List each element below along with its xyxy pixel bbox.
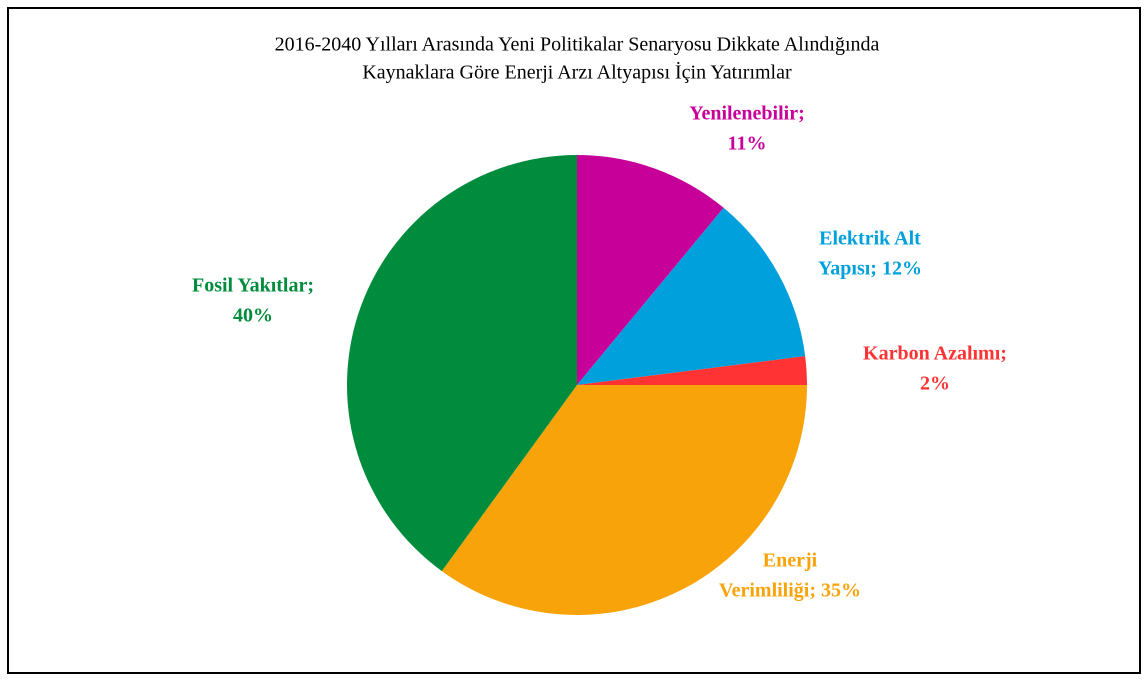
data-label: Elektrik Alt [819,228,921,250]
pie-slice [577,356,807,385]
pie-slice [441,385,807,616]
data-label: Yenilenebilir; [689,103,805,125]
pie-slice [346,154,577,572]
data-label: 11% [728,133,767,155]
pie-slice [577,155,724,385]
data-label: Enerji [763,550,818,572]
data-label: Fosil Yakıtlar; [192,275,314,297]
data-label: Verimliliği; 35% [719,580,861,602]
data-label: 2% [920,373,950,395]
pie-slice [577,207,806,385]
chart-title: Kaynaklara Göre Enerji Arzı Altyapısı İç… [362,61,792,84]
data-label: 40% [233,305,273,327]
chart-title: 2016-2040 Yılları Arasında Yeni Politika… [275,34,880,56]
data-label: Karbon Azalımı; [863,343,1007,365]
data-label: Yapısı; 12% [818,258,922,280]
